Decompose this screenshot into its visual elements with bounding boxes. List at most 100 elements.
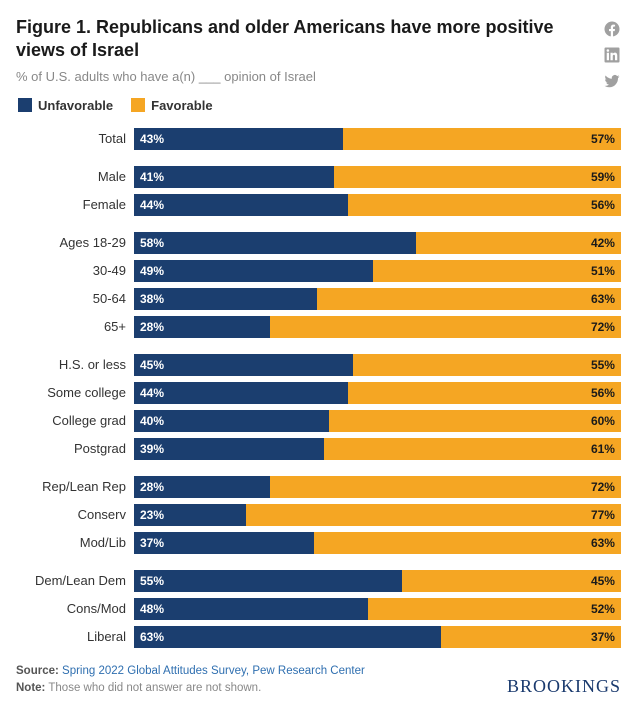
chart-row: College grad40%60% (16, 409, 621, 433)
chart-row: 30-4949%51% (16, 259, 621, 283)
bar-track: 43%57% (134, 128, 621, 150)
bar-track: 39%61% (134, 438, 621, 460)
bar-segment-favorable: 55% (353, 354, 621, 376)
legend-label: Unfavorable (38, 98, 113, 113)
bar-segment-favorable: 63% (317, 288, 621, 310)
bar-track: 28%72% (134, 316, 621, 338)
bar-segment-unfavorable: 43% (134, 128, 343, 150)
bar-track: 41%59% (134, 166, 621, 188)
bar-segment-unfavorable: 38% (134, 288, 317, 310)
bar-track: 45%55% (134, 354, 621, 376)
linkedin-icon[interactable] (603, 46, 621, 64)
bar-track: 44%56% (134, 382, 621, 404)
legend-item-favorable: Favorable (131, 98, 212, 113)
bar-segment-favorable: 56% (348, 194, 621, 216)
bar-segment-favorable: 45% (402, 570, 621, 592)
facebook-icon[interactable] (603, 20, 621, 38)
chart-row: Cons/Mod48%52% (16, 597, 621, 621)
bar-segment-favorable: 60% (329, 410, 621, 432)
legend-swatch-unfavorable (18, 98, 32, 112)
chart-group: Ages 18-2958%42%30-4949%51%50-6438%63%65… (16, 231, 621, 339)
bar-segment-unfavorable: 28% (134, 476, 270, 498)
bar-segment-favorable: 63% (314, 532, 621, 554)
bar-segment-favorable: 72% (270, 476, 621, 498)
bar-segment-favorable: 77% (246, 504, 621, 526)
bar-segment-unfavorable: 45% (134, 354, 353, 376)
bar-segment-unfavorable: 37% (134, 532, 314, 554)
twitter-icon[interactable] (603, 72, 621, 90)
bar-segment-favorable: 57% (343, 128, 621, 150)
bar-segment-unfavorable: 44% (134, 194, 348, 216)
chart-row: Rep/Lean Rep28%72% (16, 475, 621, 499)
bar-segment-favorable: 72% (270, 316, 621, 338)
row-label: Cons/Mod (16, 601, 134, 616)
bar-segment-favorable: 37% (441, 626, 621, 648)
chart-group: H.S. or less45%55%Some college44%56%Coll… (16, 353, 621, 461)
chart-row: Male41%59% (16, 165, 621, 189)
bar-segment-favorable: 51% (373, 260, 621, 282)
row-label: Female (16, 197, 134, 212)
note-text: Those who did not answer are not shown. (48, 682, 261, 694)
bar-track: 48%52% (134, 598, 621, 620)
row-label: Mod/Lib (16, 535, 134, 550)
chart-group: Total43%57% (16, 127, 621, 151)
row-label: Ages 18-29 (16, 235, 134, 250)
bar-track: 49%51% (134, 260, 621, 282)
bar-track: 23%77% (134, 504, 621, 526)
bar-segment-unfavorable: 55% (134, 570, 402, 592)
legend-swatch-favorable (131, 98, 145, 112)
note-prefix: Note: (16, 682, 45, 694)
chart-row: Conserv23%77% (16, 503, 621, 527)
legend-item-unfavorable: Unfavorable (18, 98, 113, 113)
bar-track: 38%63% (134, 288, 621, 310)
chart-row: Total43%57% (16, 127, 621, 151)
bar-segment-unfavorable: 44% (134, 382, 348, 404)
bar-segment-unfavorable: 48% (134, 598, 368, 620)
bar-track: 28%72% (134, 476, 621, 498)
bar-track: 58%42% (134, 232, 621, 254)
chart-row: H.S. or less45%55% (16, 353, 621, 377)
chart-row: Mod/Lib37%63% (16, 531, 621, 555)
chart-row: Ages 18-2958%42% (16, 231, 621, 255)
row-label: Some college (16, 385, 134, 400)
row-label: 65+ (16, 319, 134, 334)
chart-group: Dem/Lean Dem55%45% Cons/Mod48%52% Liberal6… (16, 569, 621, 649)
chart-row: Female44%56% (16, 193, 621, 217)
bar-segment-unfavorable: 28% (134, 316, 270, 338)
bar-track: 40%60% (134, 410, 621, 432)
row-label: H.S. or less (16, 357, 134, 372)
share-column (603, 16, 621, 90)
bar-segment-favorable: 59% (334, 166, 621, 188)
bar-segment-unfavorable: 41% (134, 166, 334, 188)
chart-row: Dem/Lean Dem55%45% (16, 569, 621, 593)
figure-subtitle: % of U.S. adults who have a(n) ___ opini… (16, 69, 591, 84)
source-prefix: Source: (16, 665, 59, 677)
chart-row: 65+28%72% (16, 315, 621, 339)
bar-segment-favorable: 56% (348, 382, 621, 404)
bar-segment-unfavorable: 58% (134, 232, 416, 254)
legend: Unfavorable Favorable (16, 98, 621, 113)
row-label: 30-49 (16, 263, 134, 278)
chart-row: 50-6438%63% (16, 287, 621, 311)
row-label: Total (16, 131, 134, 146)
bar-track: 37%63% (134, 532, 621, 554)
row-label: Conserv (16, 507, 134, 522)
figure-title: Figure 1. Republicans and older American… (16, 16, 591, 63)
bar-track: 63%37% (134, 626, 621, 648)
row-label: Male (16, 169, 134, 184)
bar-track: 44%56% (134, 194, 621, 216)
chart-group: Male41%59%Female44%56% (16, 165, 621, 217)
bar-segment-unfavorable: 39% (134, 438, 324, 460)
source-link[interactable]: Spring 2022 Global Attitudes Survey, Pew… (62, 665, 365, 677)
chart-group: Rep/Lean Rep28%72%Conserv23%77%Mod/Lib37… (16, 475, 621, 555)
row-label: College grad (16, 413, 134, 428)
row-label: Postgrad (16, 441, 134, 456)
bar-segment-favorable: 61% (324, 438, 621, 460)
bar-segment-unfavorable: 63% (134, 626, 441, 648)
bar-segment-favorable: 52% (368, 598, 621, 620)
row-label: Rep/Lean Rep (16, 479, 134, 494)
bar-segment-unfavorable: 49% (134, 260, 373, 282)
row-label: 50-64 (16, 291, 134, 306)
chart-row: Liberal63%37% (16, 625, 621, 649)
brand-logo: BROOKINGS (507, 676, 621, 697)
